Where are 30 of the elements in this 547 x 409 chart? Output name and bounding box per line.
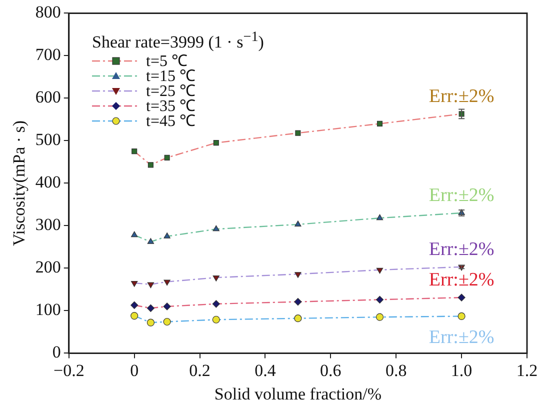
- x-tick-label: 1.2: [516, 360, 538, 380]
- x-tick-label: 1.0: [450, 360, 472, 380]
- legend-label: t=25 ℃: [146, 82, 196, 100]
- y-tick-label: 300: [35, 215, 61, 234]
- annotation: Err:±2%: [428, 270, 494, 291]
- y-tick-label: 400: [35, 172, 61, 192]
- y-tick-label: 600: [35, 88, 61, 107]
- y-tick-label: 800: [35, 2, 61, 22]
- legend-label: t=15 ℃: [146, 68, 196, 85]
- legend-label: t=45 ℃: [146, 112, 196, 130]
- annotation: Err:±2%: [428, 86, 494, 107]
- x-tick-label: 0: [130, 360, 139, 380]
- x-tick-label: 0.8: [385, 360, 407, 380]
- annotation: Err:±2%: [428, 327, 494, 348]
- annotation: Err:±2%: [428, 184, 494, 206]
- x-tick-label: 0.6: [320, 360, 342, 380]
- legend-label: t=5 ℃: [146, 52, 188, 70]
- y-axis-title: Viscosity(mPa · s): [10, 120, 29, 246]
- x-tick-label: 0.4: [254, 360, 276, 380]
- y-tick-label: 500: [35, 130, 61, 150]
- x-tick-label: −0.2: [53, 360, 84, 380]
- x-tick-label: 0.2: [189, 360, 210, 380]
- legend-title: Shear rate=3999 (1 · s$^{−1}$): [92, 29, 264, 52]
- y-tick-label: 100: [35, 300, 61, 320]
- y-tick-label: 200: [35, 258, 61, 277]
- annotation: Err:±2%: [428, 238, 494, 260]
- y-tick-label: 0: [52, 342, 61, 362]
- legend-label: t=35 ℃: [146, 98, 196, 115]
- x-axis-title: Solid volume fraction/%: [214, 384, 382, 404]
- y-tick-label: 700: [35, 45, 61, 64]
